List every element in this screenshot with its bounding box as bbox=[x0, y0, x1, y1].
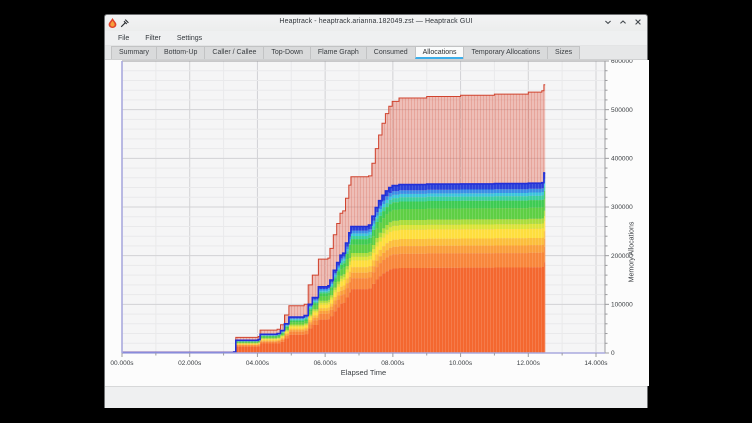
pin-icon bbox=[120, 19, 129, 28]
x-tick-label: 10.000s bbox=[449, 360, 473, 367]
close-icon[interactable] bbox=[634, 18, 642, 26]
heaptrack-app-icon bbox=[108, 18, 117, 28]
x-tick-label: 00.000s bbox=[110, 360, 134, 367]
x-tick-label: 06.000s bbox=[314, 360, 338, 367]
y-tick-label: 600000 bbox=[611, 60, 633, 65]
y-tick-label: 0 bbox=[611, 350, 615, 357]
x-tick-label: 08.000s bbox=[381, 360, 405, 367]
x-axis-title: Elapsed Time bbox=[340, 368, 387, 377]
y-tick-label: 100000 bbox=[611, 302, 633, 309]
x-tick-label: 02.000s bbox=[178, 360, 202, 367]
x-tick-label: 04.000s bbox=[246, 360, 270, 367]
y-tick-label: 200000 bbox=[611, 253, 633, 260]
x-tick-label: 14.000s bbox=[584, 360, 608, 367]
maximize-icon[interactable] bbox=[619, 18, 627, 26]
x-tick-label: 12.000s bbox=[517, 360, 541, 367]
tab-top-down[interactable]: Top-Down bbox=[263, 46, 311, 59]
tab-consumed[interactable]: Consumed bbox=[365, 46, 416, 59]
tab-caller-callee[interactable]: Caller / Callee bbox=[204, 46, 265, 59]
y-tick-label: 300000 bbox=[611, 204, 633, 211]
stack-texture bbox=[122, 172, 546, 353]
title-bar[interactable]: Heaptrack - heaptrack.arianna.182049.zst… bbox=[105, 15, 647, 32]
window-title: Heaptrack - heaptrack.arianna.182049.zst… bbox=[279, 18, 473, 25]
status-bar bbox=[105, 386, 647, 408]
tab-allocations[interactable]: Allocations bbox=[414, 46, 465, 59]
y-tick-label: 500000 bbox=[611, 107, 633, 114]
tab-bar: Summary Bottom-Up Caller / Callee Top-Down F… bbox=[105, 46, 647, 60]
heaptrack-window: Heaptrack - heaptrack.arianna.182049.zst… bbox=[104, 14, 649, 408]
allocations-chart-panel: 00.000s 02.000s 04.000s 06.000s 08.000s 10.00… bbox=[105, 60, 649, 386]
tab-flame-graph[interactable]: Flame Graph bbox=[309, 46, 367, 59]
tab-summary[interactable]: Summary bbox=[111, 46, 157, 59]
total-allocations-line bbox=[122, 84, 546, 353]
tab-bottom-up[interactable]: Bottom-Up bbox=[155, 46, 206, 59]
y-axis-title: Memory Allocations bbox=[628, 221, 636, 283]
tab-sizes[interactable]: Sizes bbox=[546, 46, 581, 59]
menu-bar: File Filter Settings bbox=[105, 31, 647, 46]
tab-temporary-allocations[interactable]: Temporary Allocations bbox=[463, 46, 548, 59]
allocations-chart[interactable]: 00.000s 02.000s 04.000s 06.000s 08.000s 10.00… bbox=[105, 60, 649, 386]
window-controls bbox=[604, 18, 642, 26]
menu-file[interactable]: File bbox=[118, 34, 130, 42]
menu-settings[interactable]: Settings bbox=[176, 34, 203, 42]
menu-filter[interactable]: Filter bbox=[145, 34, 161, 42]
y-tick-label: 400000 bbox=[611, 156, 633, 163]
stack-top-line bbox=[122, 172, 546, 354]
minimize-icon[interactable] bbox=[604, 18, 612, 26]
titlebar-icons bbox=[108, 18, 129, 28]
